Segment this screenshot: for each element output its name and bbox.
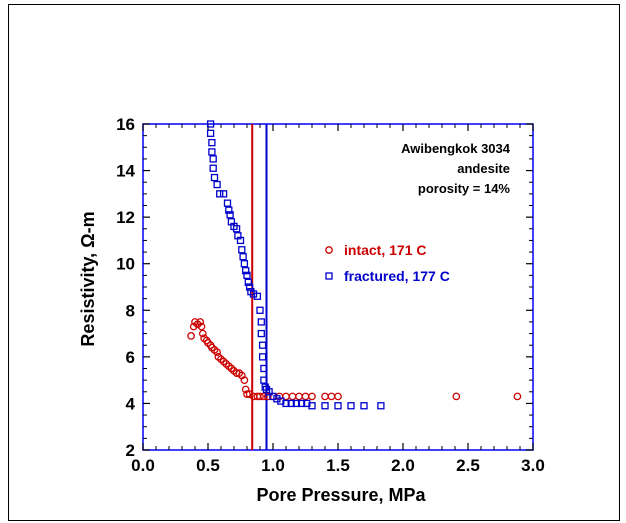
fractured-data-point (226, 211, 234, 219)
fractured-data-point (273, 395, 281, 403)
intact-data-point (189, 322, 198, 331)
fractured-data-point (360, 402, 368, 410)
intact-data-point (241, 385, 250, 394)
fractured-data-point (238, 246, 246, 254)
fractured-data-point (303, 399, 311, 408)
intact-data-point (513, 392, 522, 401)
fractured-data-point (321, 402, 329, 410)
fractured-data-point (216, 190, 224, 198)
intact-data-point (198, 329, 207, 338)
fractured-data-point (209, 155, 217, 163)
fractured-data-point (239, 253, 247, 261)
intact-data-point (452, 392, 461, 401)
y-tick-label: 4 (126, 394, 136, 413)
x-tick-label: 1.5 (326, 456, 350, 475)
fractured-data-point (249, 290, 258, 298)
fractured-data-point (256, 306, 264, 314)
fractured-data-point (223, 199, 232, 207)
fractured-data-point (258, 353, 267, 361)
fractured-data-point (287, 399, 295, 408)
fractured-data-point (347, 402, 355, 410)
x-tick-label: 2.0 (391, 456, 415, 475)
fractured-data-point (206, 120, 215, 128)
fractured-data-point (260, 376, 268, 384)
fractured-data-point (240, 260, 249, 268)
fractured-data-point (282, 399, 290, 408)
fractured-data-point (208, 138, 216, 147)
intact-data-point (187, 332, 195, 340)
fractured-data-point (206, 129, 215, 137)
legend-marker-1 (325, 246, 333, 254)
x-tick-label: 0.5 (196, 456, 220, 475)
fractured-data-point (210, 173, 219, 182)
intact-data-point (243, 390, 251, 398)
intact-data-point (308, 392, 316, 401)
x-tick-label: 1.0 (261, 456, 285, 475)
fractured-data-point (208, 148, 216, 156)
intact-data-point (256, 392, 264, 401)
annotation-line-2: andesite (457, 161, 510, 176)
annotation-line-1: Awibengkok 3034 (401, 141, 511, 156)
intact-data-point (295, 392, 303, 401)
legend-marker-2 (325, 272, 333, 280)
fractured-data-point (232, 225, 241, 233)
y-tick-label: 2 (126, 441, 135, 460)
intact-data-point (301, 392, 310, 401)
fractured-data-point (258, 341, 267, 349)
x-tick-label: 2.5 (456, 456, 480, 475)
intact-data-point (327, 392, 336, 401)
fractured-data-point (242, 267, 250, 275)
fractured-data-point (334, 402, 342, 410)
fractured-data-point (260, 364, 268, 373)
fractured-data-point (209, 164, 217, 172)
fractured-data-point (292, 399, 301, 408)
fractured-data-point (236, 236, 245, 245)
y-tick-label: 6 (126, 348, 135, 367)
fractured-data-point (269, 392, 277, 401)
fractured-data-point (265, 388, 273, 396)
fractured-data-point (257, 329, 265, 338)
fractured-data-point (277, 397, 285, 405)
fractured-data-point (261, 383, 269, 391)
chart-frame (8, 4, 620, 521)
legend-label-2: fractured, 177 C (344, 268, 450, 284)
x-tick-label: 3.0 (521, 456, 545, 475)
y-tick-label: 8 (126, 301, 135, 320)
annotation-line-3: porosity = 14% (418, 181, 511, 196)
intact-data-point (321, 392, 329, 401)
legend-label-1: intact, 171 C (344, 242, 426, 258)
fractured-data-point (244, 278, 252, 286)
x-axis-label: Pore Pressure, MPa (256, 485, 426, 505)
fractured-data-point (257, 318, 265, 326)
intact-data-point (240, 376, 249, 384)
fractured-data-point (243, 271, 251, 280)
fractured-data-point (377, 402, 385, 410)
y-tick-label: 14 (116, 162, 135, 181)
intact-data-point (196, 318, 205, 326)
fractured-data-point (219, 190, 228, 198)
x-tick-label: 0.0 (131, 456, 155, 475)
intact-data-point (288, 392, 297, 401)
fractured-data-point (253, 292, 262, 300)
y-tick-label: 12 (116, 208, 135, 227)
intact-data-point (245, 390, 254, 398)
fractured-data-point (213, 180, 221, 189)
fractured-data-point (297, 399, 306, 408)
intact-data-point (334, 392, 342, 401)
intact-data-point (260, 392, 268, 401)
intact-data-point (263, 392, 272, 401)
y-axis-label: Resistivity, Ω-m (78, 211, 98, 346)
fractured-data-point (245, 283, 254, 291)
intact-data-point (197, 322, 206, 331)
y-tick-label: 16 (116, 115, 135, 134)
y-tick-label: 10 (116, 255, 135, 274)
fractured-data-point (225, 206, 233, 214)
intact-data-point (213, 348, 221, 357)
fractured-data-point (308, 402, 316, 410)
